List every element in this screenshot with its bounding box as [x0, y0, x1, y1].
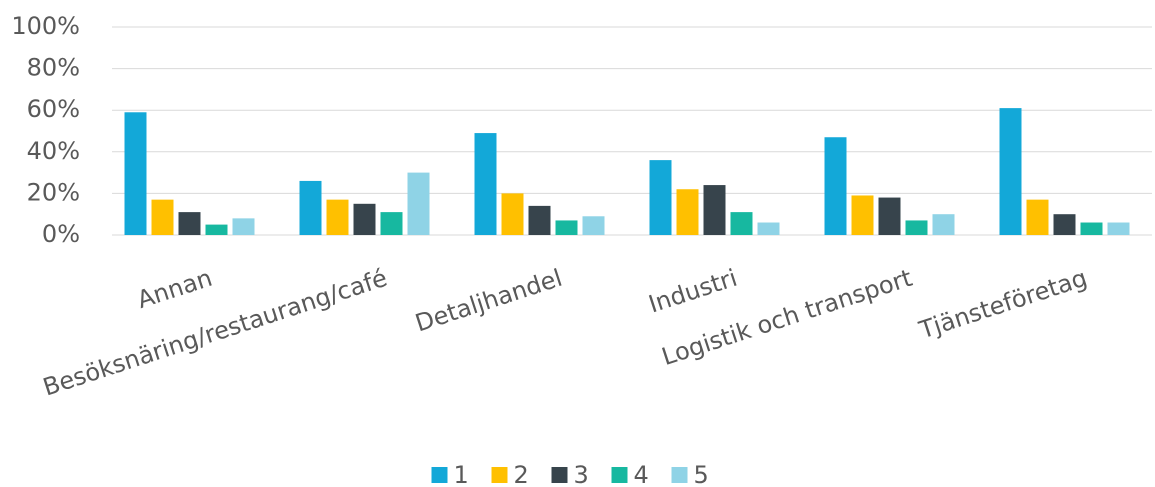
y-tick-label: 0%: [42, 220, 80, 248]
bar: [299, 180, 322, 235]
bar: [205, 224, 228, 235]
bar: [730, 212, 753, 235]
y-tick-label: 60%: [27, 95, 80, 123]
bar: [1026, 199, 1049, 235]
x-tick-label: Besöksnäring/restaurang/café: [40, 264, 391, 402]
bar: [232, 218, 255, 235]
bar: [555, 220, 578, 235]
bar: [649, 160, 672, 235]
bar: [1080, 222, 1103, 235]
x-tick-label: Detaljhandel: [412, 264, 566, 338]
bar: [124, 112, 147, 235]
legend-swatch: [551, 467, 568, 483]
bar: [676, 189, 699, 235]
x-tick-label: Tjänsteföretag: [915, 264, 1091, 345]
bar: [824, 137, 847, 235]
bar: [932, 214, 955, 235]
bar: [905, 220, 928, 235]
bar: [151, 199, 174, 235]
bar: [528, 205, 551, 235]
y-tick-label: 80%: [27, 54, 80, 82]
legend-label: 4: [634, 461, 649, 487]
bar: [757, 222, 780, 235]
bar: [474, 133, 497, 235]
bar: [999, 108, 1022, 235]
bar: [878, 197, 901, 235]
bar: [1053, 214, 1076, 235]
bar: [582, 216, 605, 235]
bar: [353, 203, 376, 235]
bar: [326, 199, 349, 235]
bar: [501, 193, 524, 235]
x-tick-label: Annan: [134, 264, 216, 314]
legend-label: 1: [454, 461, 469, 487]
y-tick-label: 20%: [27, 178, 80, 206]
bar: [178, 212, 201, 235]
y-tick-label: 100%: [11, 12, 80, 40]
x-tick-label: Industri: [645, 264, 740, 319]
legend-label: 5: [694, 461, 709, 487]
bar: [1107, 222, 1130, 235]
bar: [380, 212, 403, 235]
y-tick-label: 40%: [27, 137, 80, 165]
legend-swatch: [671, 467, 688, 483]
bar: [703, 185, 726, 235]
legend-swatch: [431, 467, 448, 483]
legend-swatch: [611, 467, 628, 483]
bar: [851, 195, 874, 235]
legend-label: 3: [574, 461, 589, 487]
legend-label: 2: [514, 461, 529, 487]
bar: [407, 172, 430, 235]
legend-swatch: [491, 467, 508, 483]
